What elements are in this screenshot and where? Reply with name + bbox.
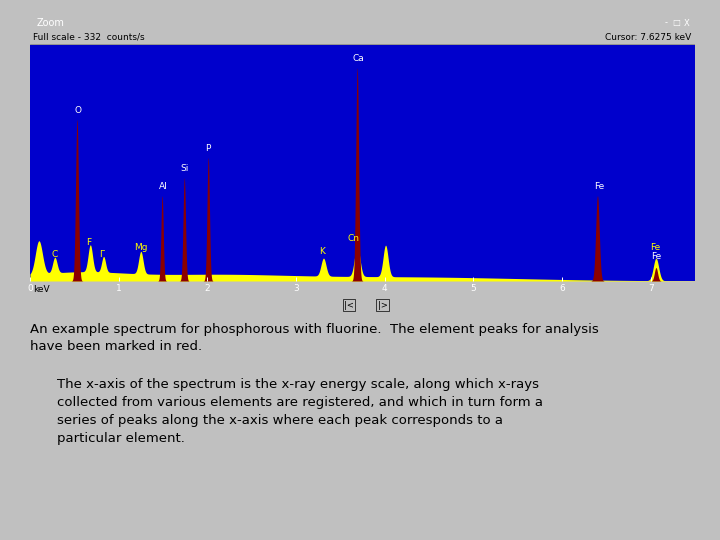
Text: |<: |< [344, 300, 354, 309]
Text: O: O [74, 106, 81, 114]
Text: □: □ [672, 18, 680, 28]
Text: Fe: Fe [594, 182, 604, 191]
Text: An example spectrum for phosphorous with fluorine.  The element peaks for analys: An example spectrum for phosphorous with… [30, 323, 599, 353]
Text: Mg: Mg [134, 243, 148, 252]
Text: Cn: Cn [348, 234, 359, 243]
Text: Fe: Fe [649, 243, 660, 252]
Text: Γ: Γ [99, 249, 104, 259]
Text: Cursor: 7.6275 keV: Cursor: 7.6275 keV [606, 33, 692, 42]
Text: Al: Al [158, 182, 167, 191]
Text: F: F [86, 238, 91, 247]
Text: -: - [665, 18, 667, 28]
Text: C: C [51, 249, 58, 259]
Text: |>: |> [377, 300, 387, 309]
Text: Full scale - 332  counts/s: Full scale - 332 counts/s [33, 33, 145, 42]
Text: Si: Si [181, 164, 189, 173]
Text: Fe: Fe [652, 252, 662, 261]
Text: keV: keV [33, 285, 50, 294]
Text: P: P [204, 144, 210, 153]
Text: X: X [684, 18, 690, 28]
Text: Zoom: Zoom [37, 18, 65, 28]
Text: Ca: Ca [353, 54, 364, 63]
Text: K: K [319, 247, 325, 256]
Text: The x-axis of the spectrum is the x-ray energy scale, along which x-rays
collect: The x-axis of the spectrum is the x-ray … [57, 378, 543, 445]
